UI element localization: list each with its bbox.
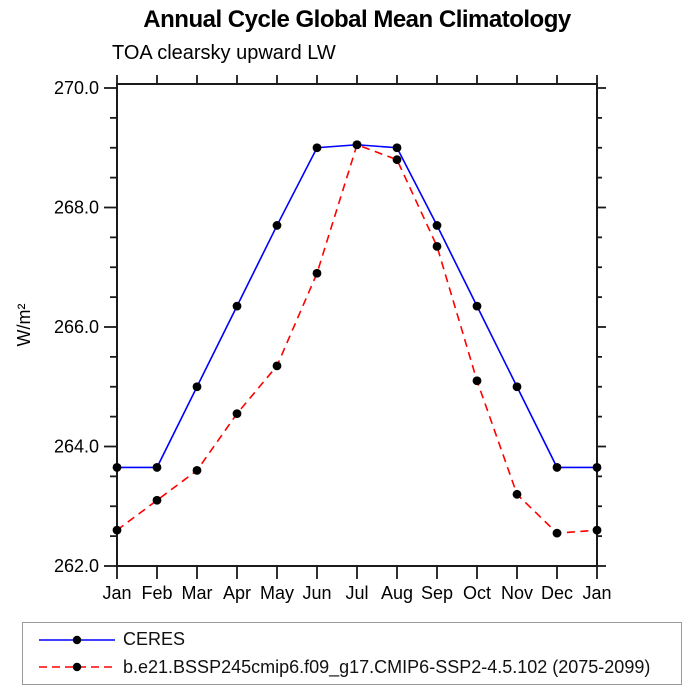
x-tick-label: Jan [102, 583, 131, 603]
data-point-marker [272, 221, 282, 230]
data-point-marker [112, 525, 122, 535]
legend-label-model: b.e21.BSSP245cmip6.f09_g17.CMIP6-SSP2-4.… [123, 656, 651, 677]
data-point-marker [232, 409, 242, 419]
legend-item-ceres: CERES [33, 629, 681, 651]
legend: CERES b.e21.BSSP245cmip6.f09_g17.CMIP6-S… [22, 622, 682, 685]
y-axis-title: W/m² [14, 304, 34, 347]
legend-label-ceres: CERES [123, 629, 186, 650]
data-point-marker [552, 528, 562, 538]
x-tick-label: Jun [302, 583, 331, 603]
data-point-marker [552, 463, 562, 472]
data-point-marker [432, 221, 442, 230]
x-tick-label: Nov [501, 583, 533, 603]
data-point-marker [392, 143, 402, 153]
series-markers-1 [112, 140, 602, 538]
x-tick-label: Dec [541, 583, 573, 603]
data-point-marker [592, 525, 602, 535]
y-tick-label: 266.0 [54, 317, 99, 337]
series-line-1 [116, 143, 598, 534]
data-point-marker [432, 241, 442, 251]
data-point-marker [472, 301, 482, 311]
x-tick-label: Mar [182, 583, 213, 603]
axes [104, 75, 606, 579]
x-tick-label: Feb [141, 583, 172, 603]
chart-title: Annual Cycle Global Mean Climatology [143, 6, 571, 33]
x-tick-label: Apr [223, 583, 251, 603]
x-tick-label: Jan [582, 583, 611, 603]
y-tick-label: 270.0 [54, 78, 99, 98]
axis-labels: 262.0 264.0 266.0 268.0 270.0 Jan Feb Mar Apr May… [14, 78, 612, 603]
data-point-marker [352, 140, 362, 150]
data-point-marker [192, 382, 202, 392]
x-tick-label: Aug [381, 583, 413, 603]
y-tick-label: 262.0 [54, 556, 99, 576]
data-point-marker [312, 143, 322, 153]
y-tick-label: 268.0 [54, 198, 99, 218]
legend-item-model: b.e21.BSSP245cmip6.f09_g17.CMIP6-SSP2-4.… [33, 656, 681, 678]
data-point-marker [112, 463, 122, 472]
data-point-marker [392, 155, 402, 165]
x-tick-label: Oct [463, 583, 491, 603]
data-point-marker [512, 382, 522, 392]
data-point-marker [152, 495, 162, 505]
series-markers-0 [112, 140, 602, 472]
data-point-marker [152, 463, 162, 472]
legend-sample-solid-line-icon [39, 635, 115, 644]
y-tick-label: 264.0 [54, 437, 99, 457]
data-point-marker [472, 376, 482, 386]
data-point-marker [232, 301, 242, 311]
data-point-marker [192, 466, 202, 475]
x-tick-label: Jul [345, 583, 368, 603]
data-point-marker [592, 463, 602, 472]
legend-sample-dashed-line-icon [39, 663, 115, 672]
data-point-marker [272, 361, 282, 371]
x-tick-label: May [260, 583, 294, 603]
data-point-marker [312, 268, 322, 278]
series-line-0 [117, 143, 597, 469]
data-point-marker [512, 489, 522, 499]
chart-subtitle: TOA clearsky upward LW [112, 42, 336, 64]
x-tick-label: Sep [421, 583, 453, 603]
